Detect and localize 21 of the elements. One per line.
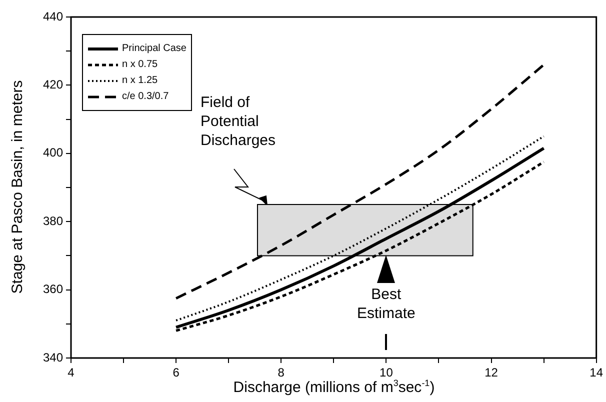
legend-label: n x 0.75: [122, 59, 158, 70]
legend-label: c/e 0.3/0.7: [122, 91, 169, 102]
x-tick-label: 6: [172, 366, 180, 380]
x-axis-title: Discharge (millions of m$^{3}$sec$^{-1}$): [232, 378, 436, 396]
y-tick-label: 360: [42, 282, 64, 296]
annotation: Field of Potential Discharges: [200, 92, 277, 150]
x-tick-label: 4: [68, 366, 75, 380]
legend-label: n x 1.25: [122, 75, 158, 86]
legend-label: Principal Case: [122, 43, 186, 54]
x-tick-label: 10: [380, 366, 394, 380]
x-tick-label: 14: [590, 366, 604, 380]
y-tick-label: 420: [42, 78, 64, 92]
y-tick-label: 340: [42, 350, 64, 364]
y-tick-label: 400: [42, 146, 64, 160]
x-tick-label: 8: [278, 366, 285, 380]
y-tick-label: 380: [42, 214, 64, 228]
y-tick-label: 440: [42, 9, 64, 24]
line-series: [174, 63, 546, 300]
annotation: Best Estimate: [356, 285, 416, 324]
y-axis-title: Stage at Pasco Basin, in meters: [9, 79, 27, 296]
x-tick-label: 12: [484, 366, 498, 380]
